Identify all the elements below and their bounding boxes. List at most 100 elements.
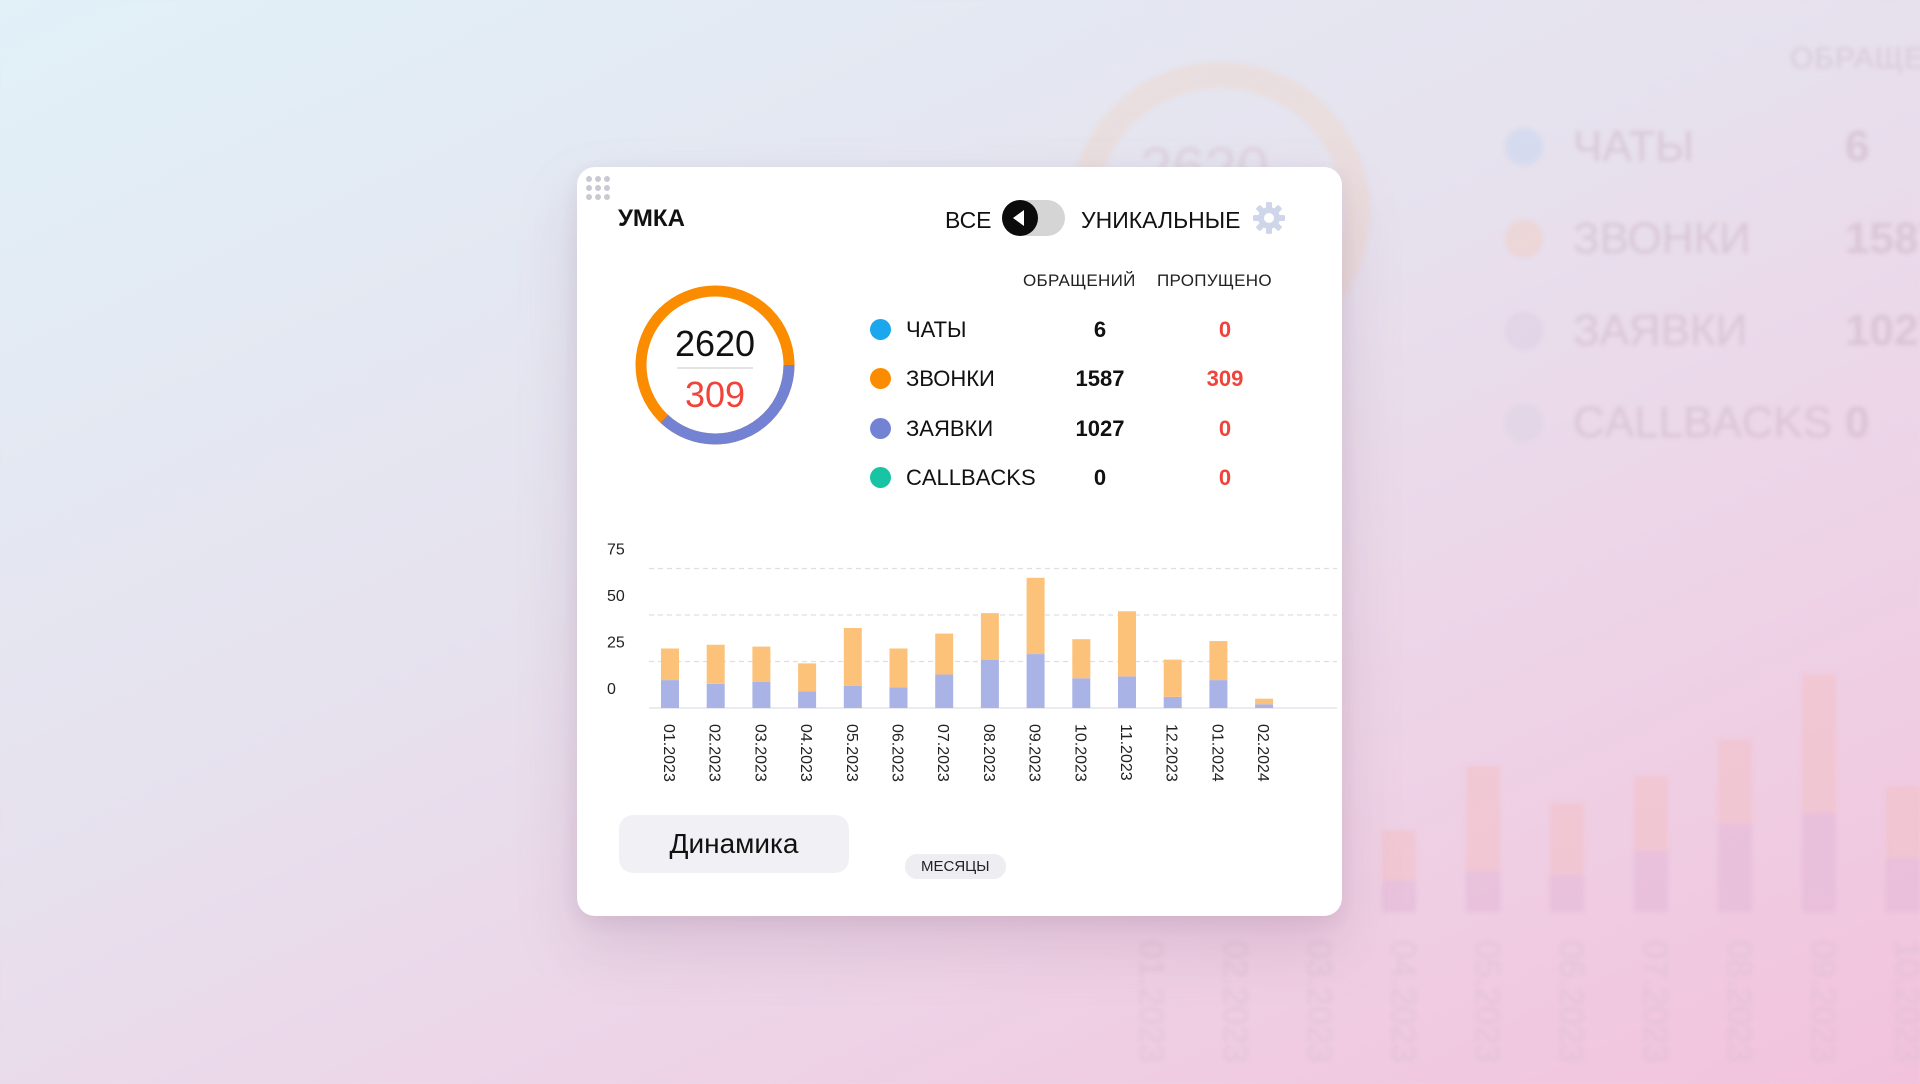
background-tick-label: 05.2023 [1468,940,1506,1063]
triangle-left-icon [1013,210,1024,226]
legend-item-callbacks[interactable]: CALLBACKS 0 0 [870,462,1290,492]
bar-calls [889,648,908,688]
background-bar [1886,786,1920,912]
x-tick-label: 02.2024 [1254,724,1271,782]
y-tick-label: 25 [607,635,625,652]
legend-label: ЗАЯВКИ [906,416,994,441]
legend-missed: 0 [1218,317,1232,342]
y-tick-label: 50 [607,588,625,605]
bar-requests [798,691,817,708]
bar-requests [1072,678,1091,708]
bar-calls [752,646,771,682]
background-bar-upper [1634,776,1668,851]
background-tick-label: 04.2023 [1384,940,1422,1063]
x-tick-label: 10.2023 [1071,724,1088,782]
bar-calls [1026,577,1045,655]
background-bar [1634,776,1668,912]
bar-requests [1163,696,1182,708]
background-tick-label: 08.2023 [1720,940,1758,1063]
bar-requests [1255,704,1274,708]
background-legend-item: CALLBACKS 0 [1505,398,1869,448]
background-legend-count: 1027 [1845,306,1920,355]
background-tick-label: 01.2023 [1132,940,1170,1063]
background-bar-upper [1550,803,1584,875]
legend-dot-icon [870,368,891,389]
mode-toggle[interactable] [1002,200,1065,236]
donut-requests-arc [635,285,795,445]
dynamics-button[interactable]: Динамика [619,815,849,873]
legend-dot-icon [870,319,891,340]
background-bar [1718,738,1752,912]
background-bar [1466,765,1500,912]
legend-dot-icon [870,418,891,439]
background-tick-label: 02.2023 [1216,940,1254,1063]
total-count: 2620 [674,323,756,364]
legend-label: CALLBACKS [906,465,1036,490]
x-tick-label: 08.2023 [980,724,997,782]
x-tick-label: 09.2023 [1026,724,1043,782]
legend-count: 1587 [1075,366,1125,391]
x-tick-label: 12.2023 [1163,724,1180,782]
background-tick-label: 07.2023 [1636,940,1674,1063]
bar-requests [706,683,725,708]
bar-requests [1209,680,1228,708]
widget-title: УМКА [618,205,685,232]
bar-calls [980,613,999,660]
background-tick-label: 10.2023 [1888,940,1920,1063]
legend-label: ЧАТЫ [906,317,967,342]
bar-requests [935,674,954,708]
toggle-knob[interactable] [1002,200,1038,236]
column-header-received: ОБРАЩЕНИЙ [1023,271,1136,290]
background-bar-upper [1886,786,1920,858]
bar-calls [1255,698,1274,705]
stats-widget-card: УМКА ВСЕ УНИКАЛЬНЫЕ ОБРАЩЕНИЙ ПРОПУЩЕНО … [577,167,1342,916]
monthly-dynamics-chart: 025507510001.202302.202303.202304.202305… [607,542,1337,782]
bar-calls [1209,641,1228,681]
x-tick-label: 06.2023 [889,724,906,782]
background-tick-label: 09.2023 [1804,940,1842,1063]
legend-count: 6 [1093,317,1107,342]
background-bar-lower [1802,813,1836,912]
toggle-label-all[interactable]: ВСЕ [945,207,992,233]
background-bar-lower [1550,874,1584,912]
legend-count: 0 [1093,465,1107,490]
x-tick-label: 01.2023 [660,724,677,782]
background-bar-lower [1382,881,1416,912]
legend-count: 1027 [1075,416,1125,441]
bar-calls [706,644,725,684]
summary-donut [635,285,795,445]
background-bar [1802,674,1836,912]
bar-requests [889,687,908,708]
y-tick-label: 0 [607,681,616,698]
bar-calls [661,648,679,681]
bar-calls [1163,659,1182,697]
gear-icon[interactable] [1251,200,1287,236]
donut-divider [677,367,753,369]
background-legend-label: CALLBACKS [1573,398,1833,447]
bar-requests [843,685,862,708]
bar-requests [1118,676,1136,708]
bar-requests [1026,654,1045,708]
x-axis-label: МЕСЯЦЫ [905,854,1006,879]
legend-item-calls[interactable]: ЗВОНКИ 1587 309 [870,363,1290,393]
background-bar-lower [1886,857,1920,912]
toggle-label-unique[interactable]: УНИКАЛЬНЫЕ [1081,207,1241,233]
drag-handle-icon[interactable] [586,176,610,200]
background-bar-lower [1634,850,1668,912]
background-bar-lower [1466,871,1500,912]
bar-calls [1118,611,1136,677]
background-legend-label: ЧАТЫ [1573,122,1695,171]
background-bar-upper [1718,738,1752,824]
background-legend-count: 1587 [1845,214,1920,263]
bar-requests [752,681,771,708]
bar-calls [935,633,954,675]
legend-item-chats[interactable]: ЧАТЫ 6 0 [870,314,1290,344]
y-tick-label: 75 [607,542,625,559]
bar-requests [980,659,999,708]
legend-item-requests[interactable]: ЗАЯВКИ 1027 0 [870,413,1290,443]
x-tick-label: 02.2023 [706,724,723,782]
background-legend-count: 0 [1845,398,1870,447]
bar-calls [843,628,862,686]
background-tick-label: 06.2023 [1552,940,1590,1063]
column-header-missed: ПРОПУЩЕНО [1157,271,1272,290]
